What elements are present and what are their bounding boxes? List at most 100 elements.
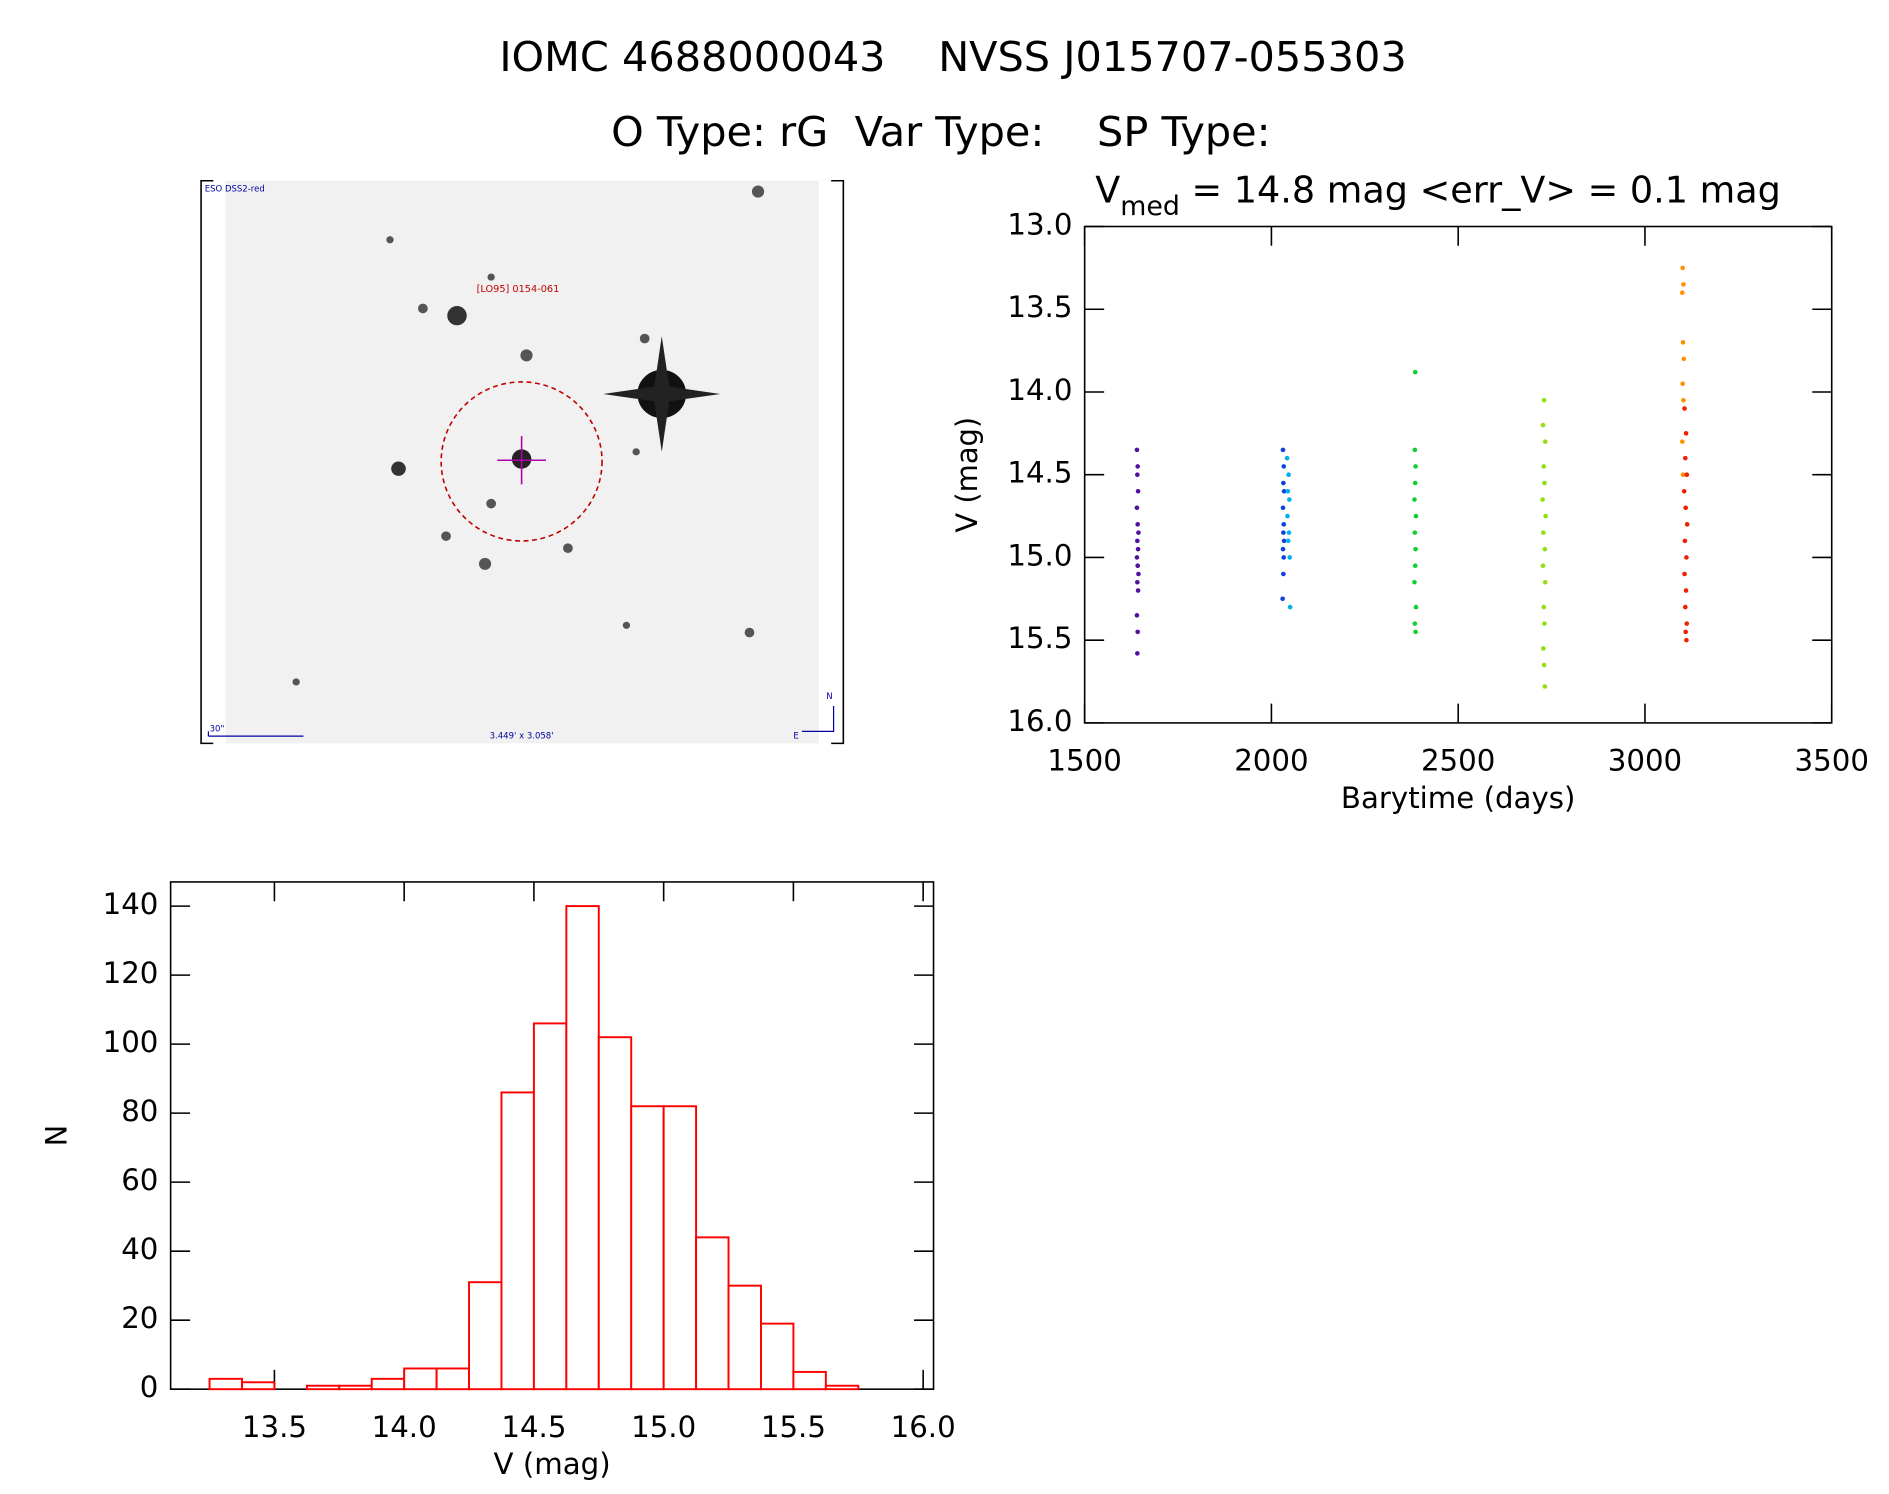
histogram-bar [208, 1377, 243, 1391]
data-point [1542, 480, 1547, 486]
histogram-bar [727, 1284, 762, 1391]
title-symbol: V [1095, 169, 1120, 212]
data-point [1540, 497, 1545, 502]
data-point [1540, 563, 1546, 569]
data-point [1541, 646, 1546, 651]
data-point [1135, 651, 1140, 656]
data-point [1280, 546, 1286, 552]
data-point [1135, 629, 1141, 635]
north-label: N [826, 691, 832, 701]
data-point [1681, 356, 1687, 362]
east-label: E [793, 731, 798, 741]
object-label: [LO95] 0154-061 [477, 284, 560, 295]
data-point [1683, 588, 1689, 593]
data-point [1281, 488, 1287, 494]
data-point [1541, 464, 1547, 469]
data-point [1286, 472, 1291, 477]
data-point [1286, 530, 1292, 535]
y-tick-label: 13.0 [1007, 208, 1072, 242]
size-label: 3.449' x 3.058' [490, 731, 554, 741]
histogram-bar [403, 1367, 438, 1391]
image-frame [200, 179, 845, 745]
y-tick-label: 40 [121, 1232, 158, 1266]
data-point [1135, 538, 1140, 544]
data-point [1682, 406, 1687, 411]
scatter-title: Vmed = 14.8 mag <err_V> = 0.1 mag [1095, 169, 1781, 222]
data-point [1284, 455, 1290, 461]
data-point [1412, 447, 1418, 453]
x-tick-label: 3000 [1608, 744, 1682, 778]
data-point [1684, 621, 1690, 626]
data-point [1680, 265, 1685, 271]
y-tick-label: 140 [103, 887, 159, 921]
y-tick-label: 16.0 [1007, 704, 1072, 738]
y-tick-label: 14.5 [1007, 456, 1072, 490]
y-tick-label: 15.0 [1007, 539, 1072, 573]
data-point [1135, 579, 1140, 585]
data-point [1280, 505, 1286, 511]
histogram-bar [792, 1370, 827, 1391]
data-point [1135, 588, 1141, 593]
data-point [1542, 579, 1548, 585]
data-point [1681, 488, 1687, 494]
x-tick-label: 15.5 [761, 1410, 826, 1444]
data-point [1679, 439, 1685, 444]
data-point [1412, 480, 1418, 486]
sky-image: ESO DSS2-red [LO95] 0154-061 30" 3.449' … [200, 179, 845, 745]
histogram-bar [597, 1036, 633, 1391]
y-tick-label: 120 [103, 956, 159, 990]
histogram-bar [468, 1281, 503, 1391]
title-text: = 14.8 mag <err_V> = 0.1 mag [1180, 169, 1781, 212]
data-point [1680, 340, 1686, 345]
data-point [1542, 439, 1548, 444]
data-point [1281, 571, 1286, 577]
x-tick-label: 16.0 [891, 1410, 956, 1444]
data-point [1542, 621, 1547, 626]
data-point [1281, 480, 1286, 486]
data-point [1412, 530, 1418, 535]
scale-label: 30" [210, 723, 225, 733]
data-point [1413, 546, 1418, 552]
data-point [1412, 369, 1418, 375]
data-point [1679, 290, 1685, 295]
histogram-bar [695, 1236, 730, 1391]
data-point [1135, 472, 1140, 477]
page-subtitle: O Type: rG Var Type: SP Type: [611, 108, 1271, 156]
data-point [1135, 563, 1141, 569]
data-point [1682, 604, 1688, 610]
data-point [1684, 555, 1689, 560]
data-point [1134, 505, 1140, 511]
data-point [1287, 604, 1293, 610]
data-point [1543, 513, 1548, 519]
data-point [1683, 505, 1688, 511]
data-point [1412, 563, 1418, 569]
histogram-bar [305, 1384, 341, 1391]
histogram-bar [435, 1367, 471, 1391]
data-point [1413, 629, 1418, 635]
compass [801, 706, 835, 732]
x-tick-label: 13.5 [242, 1410, 307, 1444]
x-tick-label: 15.0 [631, 1410, 696, 1444]
x-tick-label: 1500 [1047, 744, 1121, 778]
data-point [1281, 522, 1287, 527]
x-tick-label: 2500 [1421, 744, 1495, 778]
x-tick-label: 14.0 [372, 1410, 437, 1444]
x-tick-label: 2000 [1234, 744, 1308, 778]
data-point [1684, 637, 1689, 643]
data-point [1541, 662, 1547, 668]
data-point [1281, 538, 1287, 544]
data-point [1682, 538, 1688, 544]
histogram-bar [824, 1384, 860, 1391]
y-tick-label: 60 [121, 1163, 158, 1197]
data-point [1135, 488, 1141, 494]
data-point [1683, 431, 1689, 436]
y-tick-label: 20 [121, 1301, 158, 1335]
x-axis-label: V (mag) [494, 1447, 611, 1481]
histogram-bar [500, 1091, 535, 1391]
data-point [1412, 497, 1417, 502]
y-tick-label: 80 [121, 1094, 158, 1128]
histogram-bar [338, 1384, 373, 1391]
y-tick-label: 100 [103, 1025, 159, 1059]
stars [292, 185, 765, 686]
